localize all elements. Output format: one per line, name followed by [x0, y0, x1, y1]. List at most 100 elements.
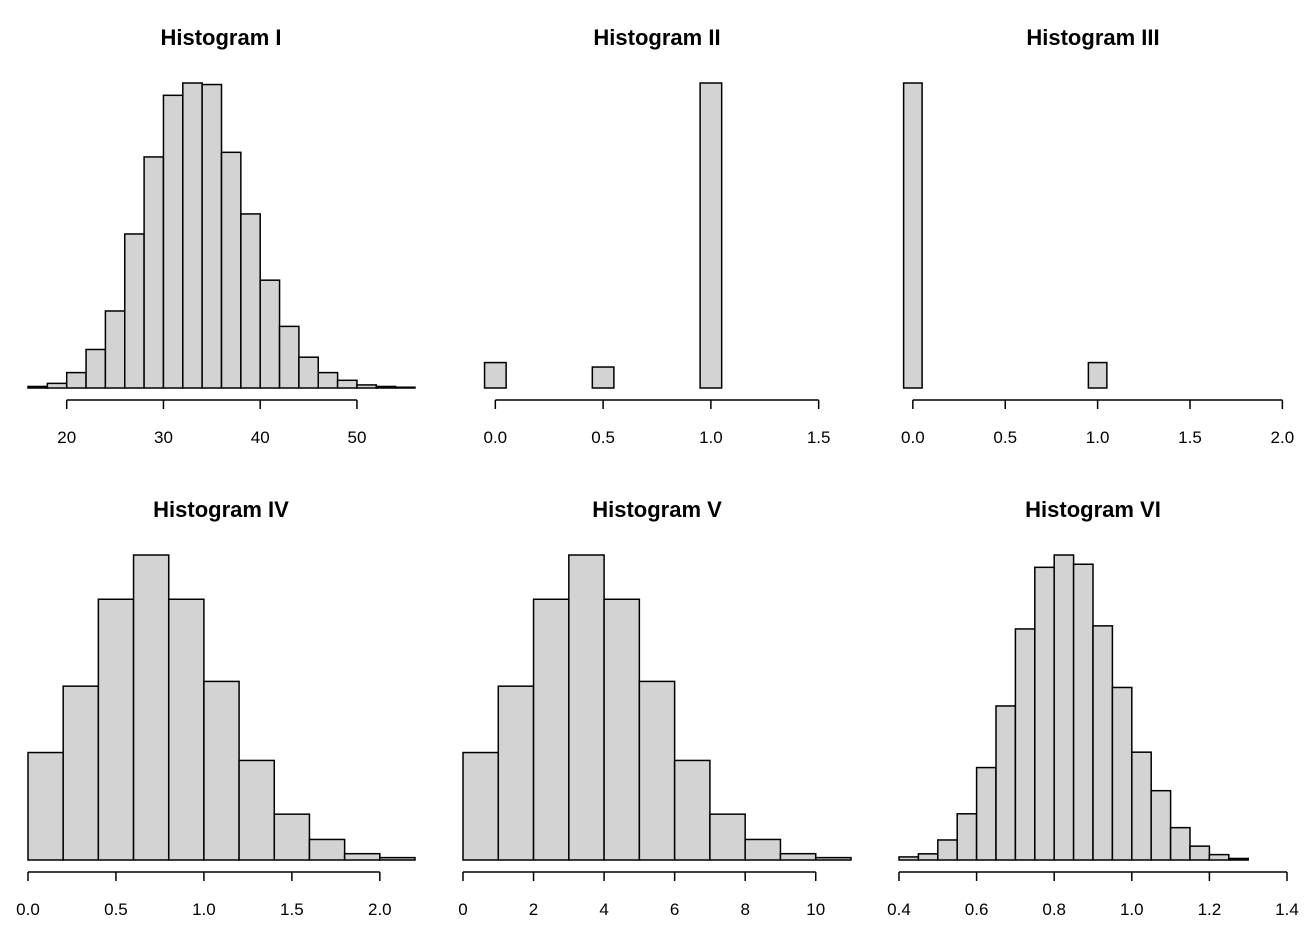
- x-tick-label: 2.0: [368, 900, 392, 919]
- histogram-bar: [956, 813, 978, 861]
- x-tick-label: 10: [806, 900, 825, 919]
- bar-group: [902, 82, 1108, 389]
- histogram-bar: [638, 680, 676, 861]
- x-tick-label: 40: [251, 428, 270, 447]
- histogram-bar: [1169, 826, 1191, 861]
- histogram-bar: [27, 751, 64, 861]
- histogram-bar: [278, 325, 300, 389]
- x-tick-label: 1.0: [192, 900, 216, 919]
- x-axis: 0.0 0.5 1.0 1.5: [484, 399, 830, 447]
- histogram-bar: [203, 680, 240, 861]
- histogram-bar: [356, 384, 378, 389]
- x-tick-label: 0.0: [16, 900, 40, 919]
- x-tick-label: 6: [670, 900, 679, 919]
- histogram-bar: [308, 838, 346, 861]
- histogram-bar: [143, 156, 165, 389]
- histogram-bar: [1092, 625, 1114, 861]
- histogram-bar: [917, 853, 939, 861]
- histogram-bar: [1208, 853, 1230, 861]
- chart-title: Histogram IV: [153, 497, 289, 522]
- x-tick-label: 1.4: [1275, 900, 1299, 919]
- histogram-bar: [240, 213, 261, 389]
- x-axis: 0.0 0.5 1.0 1.5 2.0: [16, 871, 392, 919]
- x-tick-label: 20: [57, 428, 76, 447]
- histogram-panel-2: Histogram II 0.0 0.5 1.0 1.5: [484, 25, 831, 447]
- x-tick-label: 1.5: [1178, 428, 1202, 447]
- histogram-bar: [201, 83, 223, 389]
- histogram-bar: [182, 82, 203, 389]
- x-tick-label: 1.5: [280, 900, 304, 919]
- x-axis: 0.4 0.6 0.8 1.0 1.2 1.4: [887, 871, 1299, 919]
- histogram-bar: [1087, 361, 1108, 389]
- histogram-bar: [532, 598, 570, 861]
- x-tick-label: 30: [154, 428, 173, 447]
- histogram-bar: [1189, 845, 1211, 861]
- histogram-bar: [132, 554, 170, 861]
- histogram-bar: [379, 856, 416, 861]
- x-tick-label: 0.0: [484, 428, 508, 447]
- histogram-bar: [1228, 857, 1249, 861]
- histogram-bar: [167, 598, 205, 861]
- histogram-panel-5: Histogram V 0 2 4 6 8 10: [458, 497, 852, 919]
- histogram-bar: [85, 348, 107, 389]
- x-tick-label: 1.0: [1120, 900, 1144, 919]
- histogram-bar: [220, 151, 242, 389]
- histogram-bar: [975, 766, 997, 861]
- histogram-bar: [462, 751, 500, 861]
- histogram-bar: [1072, 563, 1094, 861]
- histogram-panel-4: Histogram IV 0.0 0.5 1.0 1.5 2.0: [16, 497, 416, 919]
- x-tick-label: 0.0: [901, 428, 925, 447]
- histogram-bar: [1014, 628, 1036, 861]
- histogram-bar: [162, 94, 184, 389]
- histogram-bar: [104, 310, 126, 389]
- bar-group: [898, 554, 1249, 861]
- bar-group: [462, 554, 852, 861]
- chart-title: Histogram V: [592, 497, 722, 522]
- histogram-bar: [699, 82, 723, 389]
- x-tick-label: 0: [458, 900, 467, 919]
- histogram-bar: [1053, 554, 1075, 861]
- x-tick-label: 1.2: [1198, 900, 1222, 919]
- histogram-bar: [375, 385, 397, 389]
- chart-title: Histogram III: [1026, 25, 1159, 50]
- histogram-bar: [898, 856, 920, 861]
- histogram-bar: [902, 82, 923, 389]
- x-axis: 0 2 4 6 8 10: [458, 871, 825, 919]
- bar-group: [27, 82, 416, 389]
- histogram-bar: [995, 705, 1017, 861]
- x-tick-label: 1.0: [699, 428, 723, 447]
- histogram-panel-1: Histogram I 20 30 40 50: [27, 25, 416, 447]
- histogram-bar: [1131, 751, 1152, 861]
- x-tick-label: 0.4: [887, 900, 911, 919]
- histogram-bar: [27, 385, 49, 389]
- histogram-bar: [1150, 789, 1172, 861]
- histogram-bar: [568, 554, 605, 861]
- histogram-bar: [97, 598, 135, 861]
- histogram-bar: [483, 361, 507, 389]
- histogram-bar: [937, 839, 958, 861]
- x-tick-label: 8: [740, 900, 749, 919]
- bar-group: [27, 554, 416, 861]
- histogram-bar: [273, 813, 311, 861]
- x-tick-label: 0.5: [591, 428, 615, 447]
- x-tick-label: 4: [599, 900, 608, 919]
- histogram-bar: [779, 852, 817, 861]
- histogram-bar: [46, 382, 68, 389]
- x-axis: 20 30 40 50: [57, 399, 366, 447]
- histogram-bar: [603, 598, 641, 861]
- x-tick-label: 0.6: [965, 900, 989, 919]
- histogram-bar: [336, 379, 358, 389]
- histogram-bar: [591, 366, 615, 389]
- x-tick-label: 2.0: [1271, 428, 1295, 447]
- histogram-bar: [394, 386, 416, 389]
- histogram-bar: [65, 371, 87, 389]
- x-tick-label: 50: [347, 428, 366, 447]
- histogram-panel-6: Histogram VI 0.4 0.6 0.8 1.0 1.2 1.4: [887, 497, 1299, 919]
- chart-title: Histogram I: [160, 25, 281, 50]
- x-tick-label: 0.5: [104, 900, 128, 919]
- histogram-bar: [1034, 566, 1055, 861]
- x-tick-label: 2: [529, 900, 538, 919]
- histogram-bar: [259, 279, 281, 389]
- histogram-bar: [124, 233, 145, 389]
